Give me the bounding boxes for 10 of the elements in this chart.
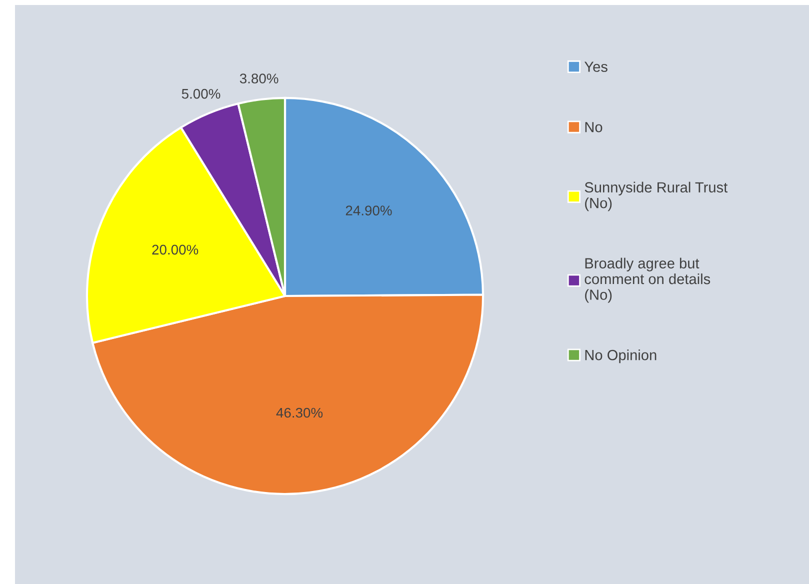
legend-label: Sunnyside Rural Trust (No) [584, 182, 728, 212]
legend-label: Broadly agree but comment on details (No) [584, 258, 710, 303]
legend-label: Yes [584, 62, 608, 72]
data-label: 3.80% [240, 74, 278, 84]
data-label: 20.00% [152, 244, 198, 255]
data-label: 5.00% [182, 88, 220, 99]
data-label: 46.30% [276, 408, 323, 418]
legend-label: No [585, 122, 602, 132]
data-label: 24.90% [346, 206, 392, 216]
legend-label: No Opinion [585, 350, 656, 364]
